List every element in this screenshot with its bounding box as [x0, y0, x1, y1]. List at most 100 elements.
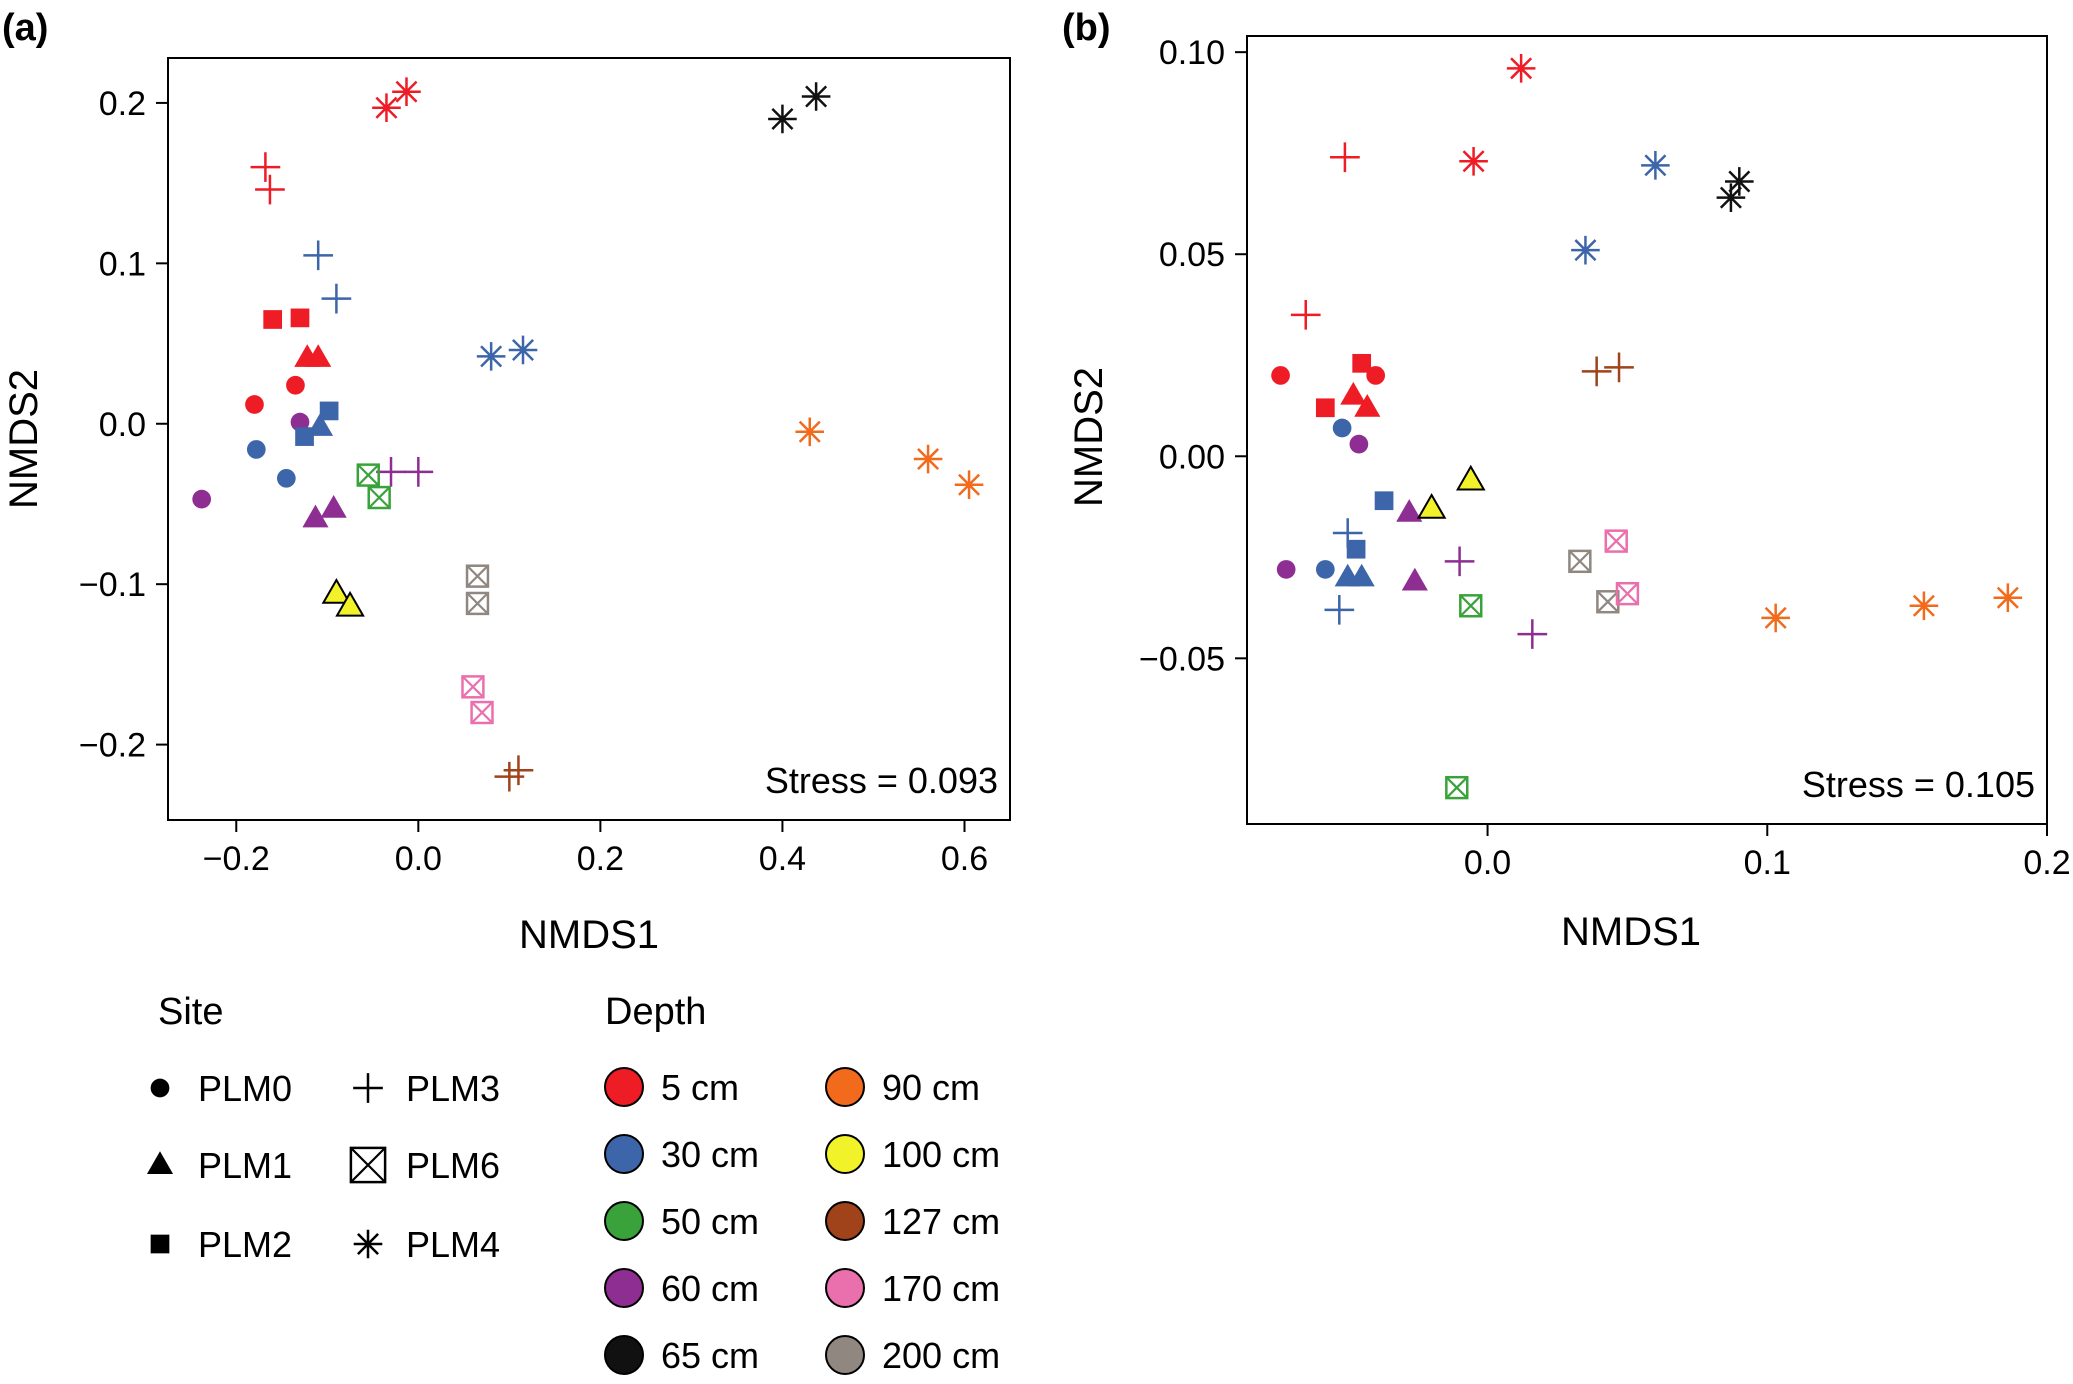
b-point-plm3-5-cm	[1290, 299, 1321, 330]
b-point-plm3-5-cm	[1330, 142, 1360, 173]
a-point-plm0-5-cm	[286, 375, 305, 395]
b-point-plm3-127-cm	[1604, 352, 1634, 383]
a-point-plm4-30-cm	[476, 342, 506, 371]
b-point-plm4-90-cm	[1909, 591, 1939, 621]
a-point-plm6-50-cm	[356, 463, 380, 487]
panel-b-ylabel: NMDS2	[1067, 367, 1111, 507]
legend-depth-5-cm-swatch	[604, 1067, 644, 1107]
b-point-plm3-127-cm	[1581, 356, 1612, 387]
legend-depth-127-cm-swatch	[825, 1201, 865, 1241]
legend-depth-100-cm-label: 100 cm	[882, 1134, 1000, 1175]
b-point-plm2-30-cm	[1346, 539, 1366, 559]
a-point-plm0-5-cm	[245, 395, 264, 414]
panel-a-frame	[167, 57, 1011, 821]
a-point-plm0-30-cm	[246, 440, 266, 459]
legend-depth-5-cm-label: 5 cm	[661, 1067, 739, 1108]
b-point-plm3-30-cm	[1332, 518, 1363, 548]
legend-depth-30-cm-label: 30 cm	[661, 1134, 759, 1175]
legend-site-plm4-label: PLM4	[406, 1224, 500, 1265]
legend-depth-60-cm-label: 60 cm	[661, 1268, 759, 1309]
legend-depth-127-cm-label: 127 cm	[882, 1201, 1000, 1242]
panel-b-points	[1271, 54, 2023, 800]
panel-b-xlabel: NMDS1	[1561, 910, 1701, 954]
legend-depth-170-cm-label: 170 cm	[882, 1268, 1000, 1309]
legend-depth-200-cm-label: 200 cm	[882, 1335, 1000, 1376]
panel-b-frame	[1246, 35, 2048, 825]
a-x-tick-label: 0.4	[759, 840, 806, 878]
a-point-plm0-60-cm	[192, 489, 212, 509]
a-point-plm4-90-cm	[795, 417, 825, 447]
b-point-plm1-5-cm	[1340, 381, 1367, 405]
panel-a-stress: Stress = 0.093	[765, 760, 998, 801]
legend-site-plm6-label: PLM6	[406, 1145, 500, 1186]
legend-depth-170-cm-swatch	[825, 1268, 865, 1308]
legend-depth-90-cm-swatch	[825, 1067, 865, 1107]
panel-b-ticks: 0.0 0.1 0.2 −0.05 0.00 0.05 0.10	[1139, 34, 2071, 882]
b-point-plm1-60-cm	[1401, 567, 1428, 591]
b-point-plm1-30-cm	[1348, 563, 1375, 587]
legend-depth-65-cm-swatch	[604, 1335, 644, 1375]
legend-site-plm2-label: PLM2	[198, 1224, 292, 1265]
a-point-plm4-90-cm	[913, 444, 943, 474]
panel-b: (b) 0.0 0.1 0.2 −0.05 0.00 0.05 0.10 Stress = …	[1062, 7, 2071, 954]
a-point-plm6-170-cm	[461, 675, 485, 699]
a-y-tick-label: 0.1	[99, 245, 146, 283]
b-point-plm4-65-cm	[1716, 183, 1746, 212]
a-point-plm4-65-cm	[801, 82, 831, 111]
legend-depth-65-cm-label: 65 cm	[661, 1335, 759, 1376]
b-point-plm2-5-cm	[1352, 353, 1372, 373]
b-point-plm3-60-cm	[1517, 619, 1548, 649]
b-point-plm4-65-cm	[1725, 167, 1754, 196]
b-point-plm4-30-cm	[1641, 151, 1670, 180]
a-point-plm6-200-cm	[465, 591, 490, 616]
b-x-tick-label: 0.1	[1744, 844, 1791, 882]
legend-site-items: PLM0 PLM1 PLM2 PLM3 PLM6 PLM4	[146, 1068, 500, 1265]
b-point-plm6-50-cm	[1445, 775, 1469, 800]
a-point-plm3-5-cm	[250, 152, 281, 182]
legend-site-plm0-marker	[150, 1078, 170, 1098]
a-point-plm4-30-cm	[508, 335, 538, 365]
legend-depth-title: Depth	[605, 991, 706, 1033]
legend-site-plm3-label: PLM3	[406, 1068, 500, 1109]
a-point-plm3-60-cm	[403, 457, 434, 487]
a-point-plm3-5-cm	[255, 174, 285, 205]
b-point-plm2-5-cm	[1315, 398, 1335, 418]
b-point-plm0-5-cm	[1271, 366, 1290, 385]
a-y-tick-label: −0.1	[79, 566, 146, 604]
legend-site-plm1-marker	[146, 1151, 174, 1174]
b-point-plm4-90-cm	[1761, 603, 1790, 633]
b-point-plm2-30-cm	[1374, 491, 1394, 511]
a-point-plm3-127-cm	[494, 761, 525, 792]
a-point-plm1-60-cm	[302, 504, 329, 528]
legend-site-plm0-label: PLM0	[198, 1068, 292, 1109]
b-point-plm1-60-cm	[1396, 499, 1423, 522]
a-point-plm1-60-cm	[320, 495, 347, 518]
a-point-plm4-5-cm	[372, 93, 401, 123]
a-point-plm6-200-cm	[465, 564, 490, 588]
a-point-plm3-60-cm	[376, 457, 406, 487]
a-point-plm3-30-cm	[321, 283, 352, 314]
a-y-tick-label: 0.2	[99, 85, 146, 123]
legend-depth-200-cm-swatch	[825, 1335, 865, 1375]
panel-a-points	[192, 77, 984, 792]
b-y-tick-label: 0.10	[1159, 34, 1225, 72]
b-point-plm0-30-cm	[1315, 560, 1335, 579]
b-point-plm3-60-cm	[1444, 546, 1475, 577]
a-y-tick-label: −0.2	[79, 727, 146, 765]
legend-depth-90-cm-label: 90 cm	[882, 1067, 980, 1108]
b-point-plm0-60-cm	[1349, 434, 1369, 454]
b-point-plm3-30-cm	[1324, 594, 1355, 625]
b-point-plm6-170-cm	[1615, 581, 1640, 606]
a-y-tick-label: 0.0	[99, 406, 146, 444]
b-point-plm1-100-cm	[1416, 493, 1447, 519]
a-point-plm1-100-cm	[321, 578, 352, 604]
b-point-plm4-30-cm	[1571, 235, 1600, 265]
b-y-tick-label: 0.05	[1159, 236, 1225, 274]
a-point-plm2-5-cm	[290, 308, 310, 328]
legend-site-plm3-marker	[353, 1073, 383, 1103]
legend-depth-100-cm-swatch	[825, 1134, 865, 1174]
b-point-plm1-100-cm	[1455, 464, 1486, 491]
panel-a-xlabel: NMDS1	[519, 913, 659, 957]
legend-depth-items: 5 cm 30 cm 50 cm 60 cm 65 cm 90 cm 100 cm 127 c…	[604, 1067, 1000, 1376]
